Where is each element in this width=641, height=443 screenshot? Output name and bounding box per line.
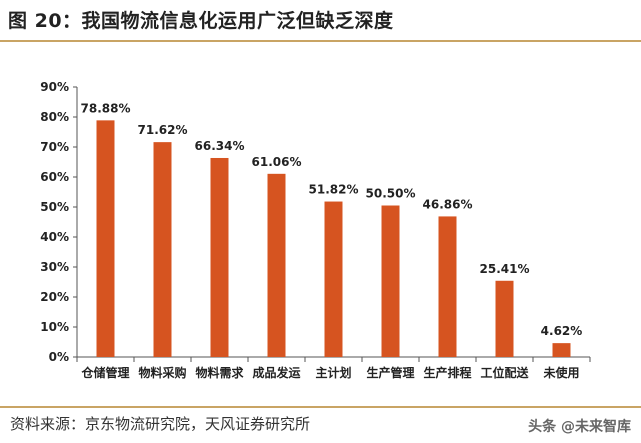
data-label: 46.86% [423,197,473,211]
y-tick-label: 70% [40,140,69,154]
chart-title: 图 20：我国物流信息化运用广泛但缺乏深度 [8,10,394,32]
y-tick-label: 10% [40,320,69,334]
bar [552,343,571,357]
x-tick-label: 仓储管理 [80,365,129,380]
y-tick-label: 90% [40,80,69,94]
x-tick-label: 成品发运 [252,365,300,380]
bar [324,201,343,357]
source-divider [0,406,641,408]
data-label: 66.34% [195,139,245,153]
x-tick-label: 物料采购 [138,365,186,380]
source-note: 资料来源：京东物流研究院，天风证券研究所 [10,415,311,433]
y-tick-label: 60% [40,170,69,184]
bar-chart: 0% 10% 20% 30% 40% 50% 60% 70% 80% 90% 78.88% 仓储管理 7… [40,80,591,380]
y-tick-label: 30% [40,260,69,274]
x-tick-label: 工位配送 [480,365,529,380]
y-tick-label: 80% [40,110,69,124]
bar [438,216,457,357]
data-label: 25.41% [480,262,530,276]
bar [381,205,400,357]
x-tick-label: 主计划 [315,365,351,380]
data-label: 51.82% [309,183,359,197]
y-tick-label: 20% [40,290,69,304]
data-label: 4.62% [541,324,583,338]
x-tick-label: 物料需求 [195,365,244,380]
data-label: 71.62% [138,123,188,137]
title-divider [0,40,641,42]
data-label: 61.06% [252,155,302,169]
y-tick-label: 50% [40,200,69,214]
bar [495,280,514,357]
x-tick-label: 生产排程 [423,365,471,380]
y-tick-label: 40% [40,230,69,244]
x-tick-label: 未使用 [542,365,579,380]
x-tick-label: 生产管理 [366,365,414,380]
bar [267,173,286,357]
bar [210,157,229,357]
data-label: 78.88% [81,101,131,115]
bar [153,142,172,357]
watermark: 头条 @未来智库 [528,419,631,435]
y-tick-label: 0% [49,350,69,364]
data-label: 50.50% [366,187,416,201]
bar [96,120,115,357]
